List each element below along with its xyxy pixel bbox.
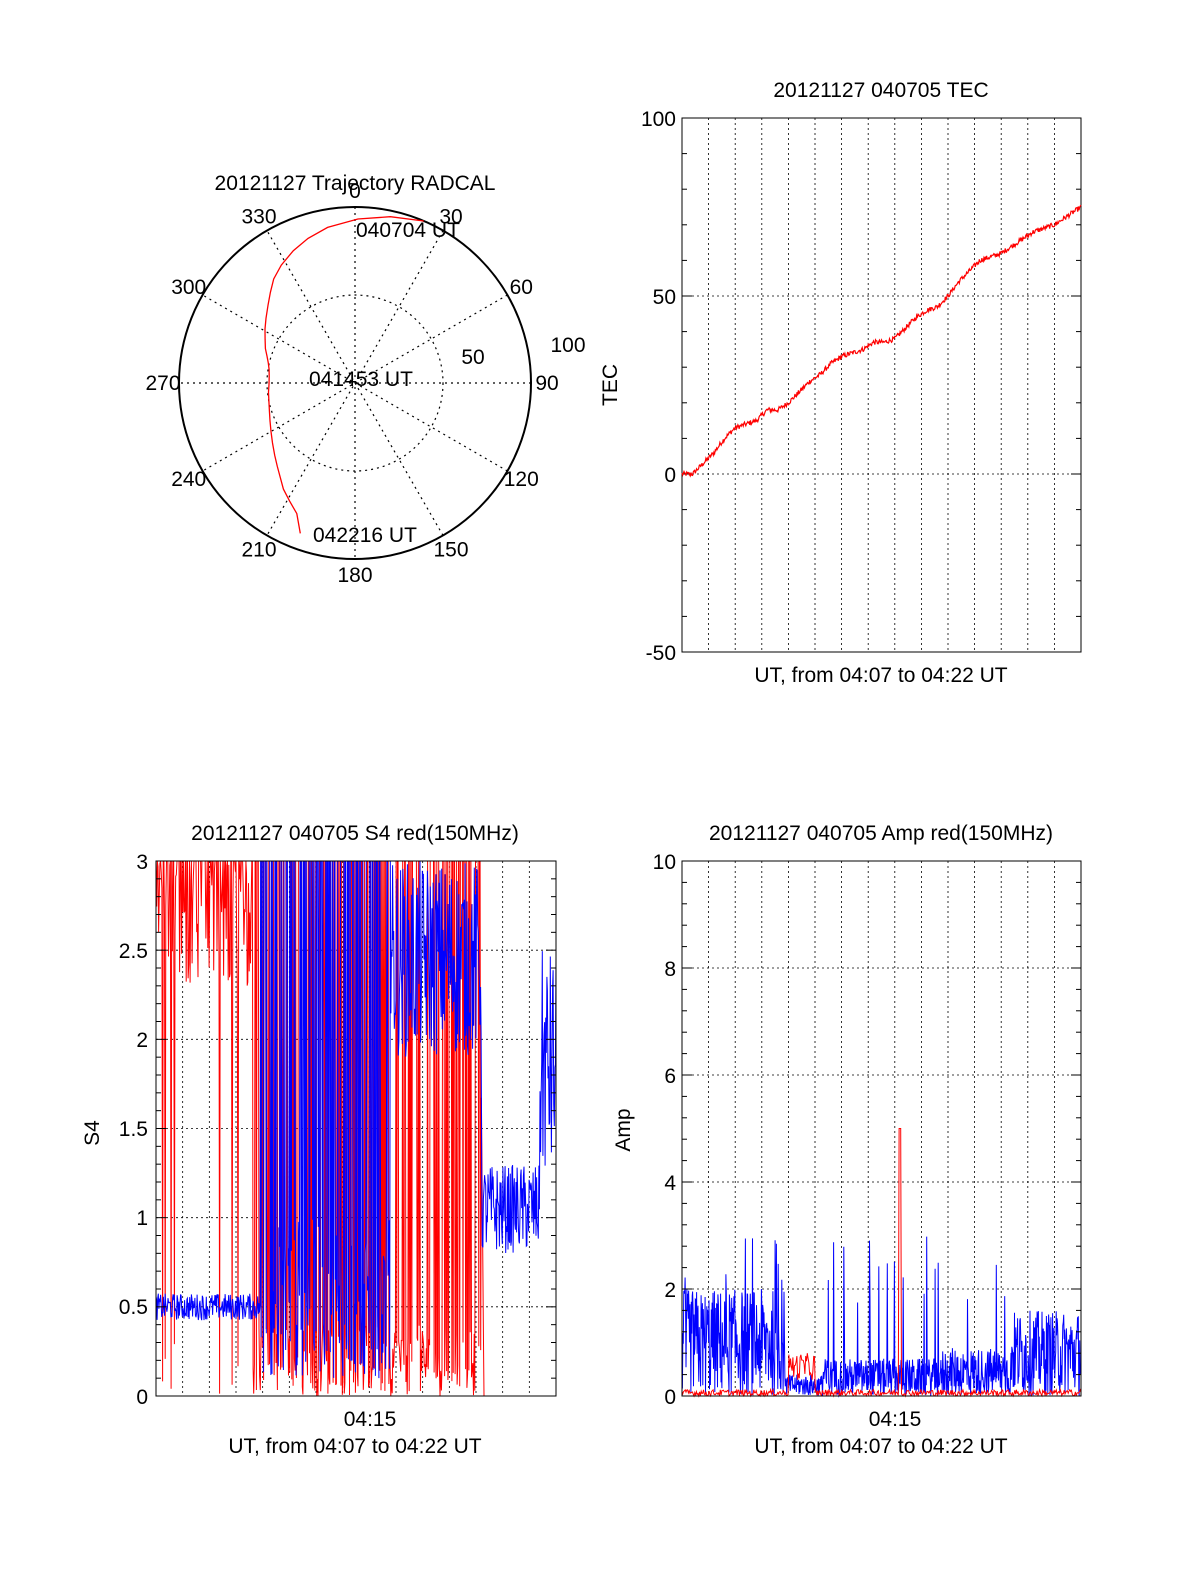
polar-az-label-240: 240 [171,468,206,491]
amp-ticks [682,860,1081,1397]
s4-ticks [156,860,556,1397]
tec-series-line [681,204,1082,478]
amp-red-series [681,1128,1082,1398]
tec-ytick-minus50: -50 [646,642,676,665]
polar-az-label-300: 300 [171,276,206,299]
tec-ticks [682,117,1081,653]
tec-ytick-50: 50 [653,286,676,309]
polar-az-label-120: 120 [504,468,539,491]
tec-ylabel: TEC [599,364,622,406]
s4-ytick-2: 2 [136,1029,148,1052]
s4-xlabel: UT, from 04:07 to 04:22 UT [228,1435,481,1458]
amp-title: 20121127 040705 Amp red(150MHz) [709,822,1053,845]
tec-plot-frame [681,117,1082,653]
polar-start-annotation: 040704 UT [356,219,460,242]
polar-trajectory-chart: 20121127 Trajectory RADCAL 0 30 60 90 120 150… [145,172,585,587]
polar-track-line [264,216,424,534]
polar-az-label-0: 0 [349,180,361,203]
polar-az-label-330: 330 [241,206,276,229]
amp-xlabel: UT, from 04:07 to 04:22 UT [754,1435,1007,1458]
polar-spokes [179,207,531,559]
polar-elev-label-50: 50 [461,346,484,369]
amp-blue-series [681,1236,1082,1398]
amp-ylabel: Amp [612,1108,635,1151]
polar-mid-annotation: 041453 UT [309,368,413,391]
polar-az-label-180: 180 [337,564,372,587]
amp-xtick-0415: 04:15 [869,1408,922,1431]
s4-ylabel: S4 [81,1120,104,1146]
polar-az-label-270: 270 [145,372,180,395]
polar-elev-label-100: 100 [550,334,585,357]
s4-title: 20121127 040705 S4 red(150MHz) [191,822,519,845]
tec-grid [682,118,1081,652]
amp-ytick-4: 4 [664,1172,676,1195]
polar-title: 20121127 Trajectory RADCAL [215,172,496,195]
tec-chart: 20121127 040705 TEC 100 50 0 -50 TEC UT,… [599,79,1082,687]
tec-ytick-0: 0 [664,464,676,487]
tec-xlabel: UT, from 04:07 to 04:22 UT [754,664,1007,687]
polar-end-annotation: 042216 UT [313,524,417,547]
amp-plot-frame [681,860,1082,1397]
s4-ytick-0: 0 [136,1386,148,1409]
amp-chart: 20121127 040705 Amp red(150MHz) 10 8 6 4… [612,822,1082,1458]
amp-data [681,1128,1082,1398]
s4-ytick-1: 1 [136,1207,148,1230]
s4-ytick-1-5: 1.5 [119,1118,148,1141]
s4-ytick-0-5: 0.5 [119,1296,148,1319]
tec-title: 20121127 040705 TEC [773,79,988,102]
amp-ytick-2: 2 [664,1279,676,1302]
polar-spoke-150 [266,230,444,536]
polar-az-label-60: 60 [510,276,533,299]
amp-ytick-8: 8 [664,958,676,981]
s4-chart: 20121127 040705 S4 red(150MHz) 3 2.5 2 1… [81,822,557,1458]
s4-xtick-0415: 04:15 [344,1408,397,1431]
polar-az-label-210: 210 [241,538,276,561]
polar-az-label-150: 150 [433,538,468,561]
amp-ytick-0: 0 [664,1386,676,1409]
amp-ytick-10: 10 [653,851,676,874]
amp-ytick-6: 6 [664,1065,676,1088]
s4-ytick-2-5: 2.5 [119,940,148,963]
polar-azimuth-labels: 0 30 60 90 120 150 180 210 240 270 300 330 [145,180,558,587]
tec-ytick-100: 100 [641,108,676,131]
polar-az-label-90: 90 [535,372,558,395]
s4-ytick-3: 3 [136,851,148,874]
polar-az-label-30: 30 [439,206,462,229]
